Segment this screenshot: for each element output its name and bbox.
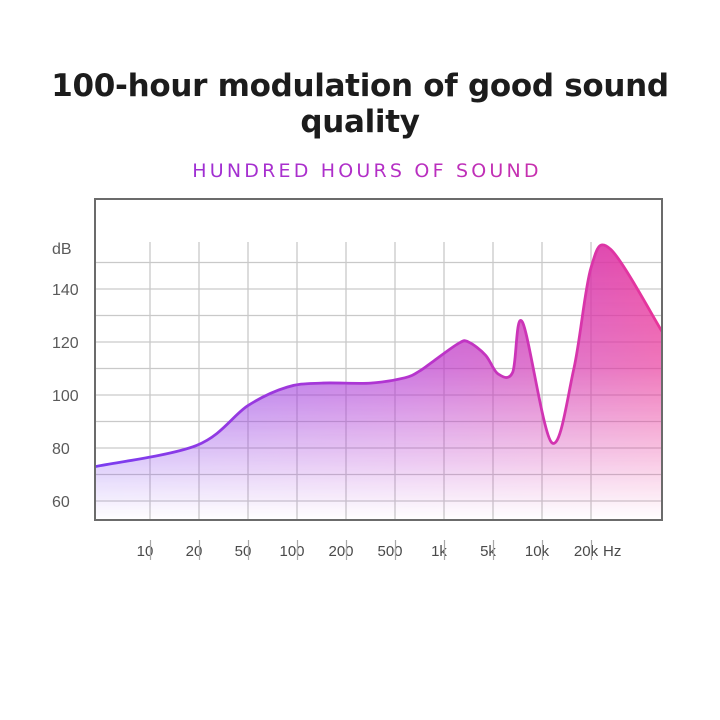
- x-axis-label: Hz: [603, 543, 621, 560]
- y-axis: dB 60 80 100 120 140: [52, 241, 79, 511]
- x-tick-label: 5k: [480, 543, 496, 560]
- page-title: 100-hour modulation of good sound qualit…: [51, 68, 669, 140]
- plot-frame: [94, 198, 663, 521]
- x-tick-label: 1k: [431, 543, 447, 560]
- y-axis-label: dB: [52, 241, 72, 258]
- x-tick-label: 20k: [574, 543, 599, 560]
- x-tick-label: 10: [137, 543, 154, 560]
- x-tick-label: 500: [377, 543, 402, 560]
- y-tick-label: 60: [52, 494, 70, 511]
- x-axis: Hz 10 20 50 100 200 500 1k 5k 10k 20k: [137, 540, 621, 560]
- y-tick-label: 120: [52, 335, 79, 352]
- plot-area: [94, 198, 663, 521]
- x-tick-label: 200: [328, 543, 353, 560]
- response-curve: [95, 243, 662, 468]
- y-tick-label: 100: [52, 388, 79, 405]
- x-tick-label: 50: [235, 543, 252, 560]
- y-tick-label: 140: [52, 282, 79, 299]
- y-tick-label: 80: [52, 441, 70, 458]
- x-tick-label: 100: [279, 543, 304, 560]
- x-tick-label: 10k: [525, 543, 550, 560]
- x-tick-label: 20: [186, 543, 203, 560]
- chart-title: HUNDRED HOURS OF SOUND: [0, 160, 720, 182]
